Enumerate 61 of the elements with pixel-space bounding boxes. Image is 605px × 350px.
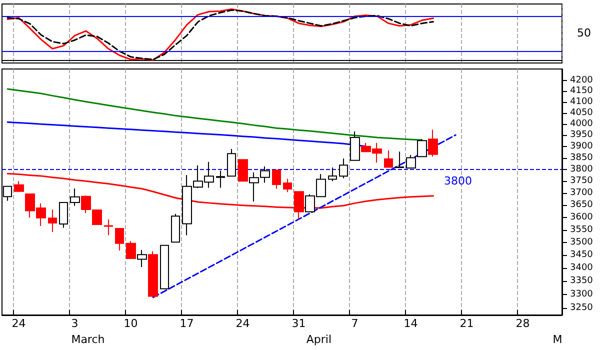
y-tick-label: 3400 [570,263,594,274]
candlestick [384,150,393,168]
candlestick [14,180,24,192]
x-tick-label: 21 [460,317,474,330]
candlestick [115,228,124,252]
y-tick-label: 3900 [570,141,594,152]
candlestick [417,138,427,158]
candlestick [70,188,80,206]
candlestick [328,167,337,182]
y-tick-label: 3600 [570,212,594,222]
x-tick-label: 7 [351,317,358,330]
candlestick [171,213,180,243]
y-tick-label: 4200 [570,76,594,86]
ref-line-label: 3800 [444,174,472,188]
candlestick [283,178,292,193]
candlestick [126,240,136,259]
y-tick-label: 4050 [570,108,594,118]
candlestick [238,158,248,182]
text: April [306,333,332,346]
y-tick-label: 3700 [570,188,594,198]
candlestick [350,130,360,161]
y-tick-label: 4100 [570,96,594,107]
y-tick-label: 3300 [570,290,594,300]
candlestick [104,218,113,236]
candlestick [59,202,68,228]
candlestick [227,148,236,177]
x-tick-label: 24 [236,317,250,330]
y-tick-label: 3850 [570,152,594,163]
candlestick [148,250,158,298]
y-tick-label: 3800 [570,164,594,174]
text: March [71,333,105,346]
candlestick [137,250,147,268]
candlestick [216,170,225,188]
y-tick-label: 3250 [570,303,594,314]
x-tick-label: 14 [404,317,418,330]
candlestick [48,209,57,233]
candlestick [406,154,416,170]
x-tick-label: 28 [516,317,530,330]
y-tick-label: 3650 [570,200,594,210]
candlestick [160,244,169,290]
text: M [552,333,562,346]
x-tick-label: 17 [180,317,194,330]
y-tick-label: 3500 [570,237,594,248]
y-tick-label: 3450 [570,250,594,260]
candlestick [428,129,438,158]
y-tick-label: 4000 [570,118,594,129]
line-series [6,121,367,148]
x-tick-label: 10 [124,317,138,330]
candlestick [272,170,281,190]
x-tick-label: 3 [71,317,78,330]
y-tick-label: 4150 [570,86,594,96]
y-tick-label: 3750 [570,176,594,186]
y-tick-label: 3950 [570,130,594,140]
y-tick-label: 3550 [570,224,594,235]
line-series [6,88,423,141]
x-tick-label: 31 [292,317,306,330]
x-tick-label: 24 [12,317,26,330]
candlestick [339,158,348,179]
text: 50 [577,26,591,40]
candlestick [395,151,404,168]
y-tick-label: 3350 [570,276,594,286]
